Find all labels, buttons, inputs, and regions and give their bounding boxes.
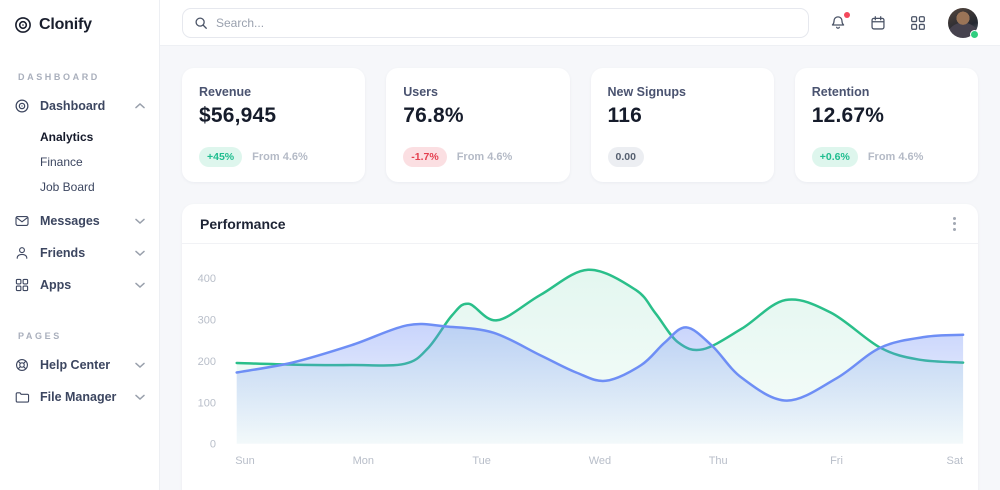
content: Revenue $56,945 +45% From 4.6% Users 76.…: [160, 46, 1000, 490]
stat-note: From 4.6%: [252, 151, 308, 163]
apps-grid-icon: [14, 277, 30, 293]
svg-text:Thu: Thu: [709, 455, 728, 467]
bell-icon: [831, 15, 845, 29]
sidebar-item-label: Messages: [40, 214, 100, 228]
search-box[interactable]: [182, 7, 809, 38]
sidebar-item-label: File Manager: [40, 390, 117, 404]
stat-badge: +45%: [199, 147, 243, 167]
stat-title: Revenue: [199, 85, 252, 99]
search-input[interactable]: [216, 15, 797, 30]
friends-icon: [14, 245, 30, 261]
performance-title: Performance: [200, 215, 286, 232]
section-label-pages: PAGES: [18, 331, 62, 341]
brand-name: Clonify: [39, 16, 92, 33]
chevron-down-icon: [135, 394, 145, 400]
stat-badge: +0.6%: [811, 147, 858, 167]
sidebar-item-friends[interactable]: Friends: [14, 237, 145, 269]
sidebar-item-apps[interactable]: Apps: [14, 269, 145, 301]
clonify-logo-icon: [15, 17, 31, 33]
chevron-down-icon: [135, 250, 145, 256]
chevron-up-icon: [135, 103, 145, 109]
stat-value: $56,945: [199, 104, 277, 127]
calendar-icon: [871, 15, 885, 30]
svg-text:Fri: Fri: [830, 455, 843, 467]
section-label-dashboard: DASHBOARD: [18, 72, 100, 82]
sidebar-item-label: Dashboard: [40, 99, 106, 113]
performance-header: Performance: [182, 204, 978, 244]
sidebar-item-label: Help Center: [40, 358, 111, 372]
svg-text:100: 100: [198, 397, 216, 409]
stat-note: From 4.6%: [456, 151, 513, 163]
stat-title: Users: [403, 85, 438, 99]
svg-text:0: 0: [210, 439, 216, 451]
messages-icon: [14, 213, 30, 229]
stat-badge: 0.00: [607, 147, 644, 167]
sidebar-item-label: Friends: [40, 246, 86, 260]
notifications-button[interactable]: [828, 11, 850, 33]
kebab-menu-icon[interactable]: [949, 213, 960, 235]
apps-menu-icon: [911, 15, 925, 30]
chevron-down-icon: [135, 218, 145, 224]
calendar-button[interactable]: [868, 13, 888, 33]
stat-value: 76.8%: [403, 104, 464, 127]
dashboard-icon: [14, 98, 30, 114]
topbar: [160, 0, 1000, 46]
stat-card-retention[interactable]: Retention 12.67% +0.6% From 4.6%: [794, 68, 978, 182]
sidebar-item-analytics[interactable]: Analytics: [40, 129, 94, 144]
sidebar-item-file-manager[interactable]: File Manager: [14, 381, 145, 413]
sidebar-item-label: Apps: [40, 278, 72, 292]
stats-row: Revenue $56,945 +45% From 4.6% Users 76.…: [182, 68, 978, 182]
chevron-down-icon: [135, 362, 145, 368]
svg-text:Mon: Mon: [353, 455, 374, 467]
apps-menu-button[interactable]: [908, 13, 928, 33]
search-icon: [195, 16, 207, 29]
online-status-dot: [970, 29, 979, 39]
stat-card-users[interactable]: Users 76.8% -1.7% From 4.6%: [386, 68, 570, 182]
stat-badge: -1.7%: [403, 147, 447, 167]
topbar-icons: [828, 7, 979, 39]
svg-text:Wed: Wed: [589, 455, 611, 467]
user-avatar[interactable]: [948, 7, 979, 39]
svg-text:300: 300: [198, 315, 216, 327]
svg-text:Sun: Sun: [235, 455, 255, 467]
chevron-down-icon: [135, 282, 145, 288]
stat-card-revenue[interactable]: Revenue $56,945 +45% From 4.6%: [182, 68, 366, 182]
performance-card: Performance 0 100 200 300 400 Sun Mon Tue Wed Thu…: [182, 204, 978, 490]
svg-text:Sat: Sat: [947, 455, 964, 467]
notification-dot: [844, 11, 850, 18]
folder-icon: [14, 389, 30, 405]
stat-title: New Signups: [607, 85, 686, 99]
stat-value: 12.67%: [811, 104, 885, 127]
main-area: Revenue $56,945 +45% From 4.6% Users 76.…: [160, 0, 1000, 490]
sidebar: Clonify DASHBOARD Dashboard Analytics Fi…: [0, 0, 160, 490]
stat-title: Retention: [811, 85, 870, 99]
sidebar-item-job-board[interactable]: Job Board: [40, 179, 95, 194]
sidebar-item-finance[interactable]: Finance: [40, 154, 83, 169]
stat-value: 116: [607, 104, 642, 127]
svg-text:400: 400: [198, 273, 216, 285]
sidebar-item-dashboard[interactable]: Dashboard: [14, 90, 145, 122]
svg-text:Tue: Tue: [472, 455, 491, 467]
brand-logo[interactable]: Clonify: [14, 0, 145, 48]
dashboard-sub-list: Analytics Finance Job Board: [40, 124, 145, 199]
help-center-icon: [14, 357, 30, 373]
performance-chart: 0 100 200 300 400 Sun Mon Tue Wed Thu Fri Sat: [182, 244, 978, 490]
sidebar-item-help-center[interactable]: Help Center: [14, 349, 145, 381]
stat-note: From 4.6%: [867, 151, 924, 163]
sidebar-item-messages[interactable]: Messages: [14, 205, 145, 237]
svg-text:200: 200: [198, 356, 216, 368]
stat-card-new-signups[interactable]: New Signups 116 0.00: [590, 68, 774, 182]
performance-chart-svg: 0 100 200 300 400 Sun Mon Tue Wed Thu Fri Sat: [198, 268, 965, 467]
